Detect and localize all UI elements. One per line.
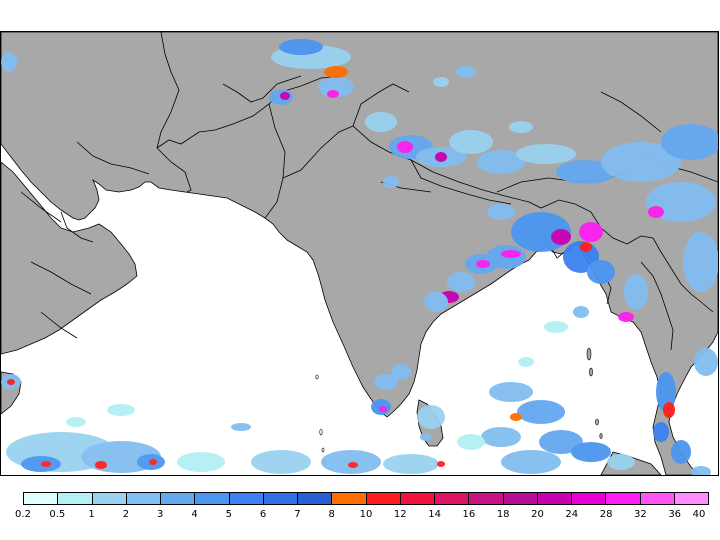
colorbar-tick-label: 10	[359, 509, 373, 520]
colorbar-swatch	[400, 493, 435, 504]
colorbar-tick-label: 28	[599, 509, 613, 520]
colorbar-tick-label: 16	[462, 509, 476, 520]
colorbar-labels: 0.2 0.5 1 2 3 4 5 6 7 8 10 12 14 16 18 20 24 28 32 36 40	[0, 509, 720, 523]
colorbar-tick-label: 0.2	[15, 509, 31, 520]
colorbar-swatch	[58, 493, 93, 504]
colorbar-swatch	[126, 493, 161, 504]
colorbar-swatch	[263, 493, 298, 504]
colorbar-tick-label: 36	[668, 509, 682, 520]
colorbar-swatch	[640, 493, 675, 504]
map-canvas	[1, 32, 718, 475]
colorbar-swatch	[674, 493, 708, 504]
colorbar-swatch	[161, 493, 196, 504]
colorbar-tick-label: 12	[393, 509, 407, 520]
colorbar-tick-label: 5	[225, 509, 232, 520]
colorbar-swatch	[229, 493, 264, 504]
colorbar-tick-label: 24	[565, 509, 579, 520]
colorbar-swatch	[298, 493, 333, 504]
colorbar-tick-label: 40	[692, 509, 706, 520]
colorbar-tick-label: 20	[531, 509, 544, 520]
precipitation-colorbar	[23, 492, 709, 505]
colorbar-tick-label: 3	[157, 509, 164, 520]
colorbar-tick-label: 32	[634, 509, 647, 520]
precipitation-map	[0, 31, 719, 476]
colorbar-tick-label: 4	[191, 509, 198, 520]
colorbar-swatch	[435, 493, 470, 504]
colorbar-swatch	[92, 493, 127, 504]
precipitation-field	[1, 39, 718, 475]
landmass-asia	[1, 32, 718, 475]
colorbar-swatch	[195, 493, 230, 504]
colorbar-tick-label: 1	[88, 509, 95, 520]
colorbar-swatch	[572, 493, 607, 504]
colorbar-swatch	[503, 493, 538, 504]
colorbar-tick-label: 2	[122, 509, 130, 520]
landmass-arabia	[1, 161, 138, 355]
colorbar-swatch	[24, 493, 59, 504]
colorbar-swatch	[332, 493, 367, 504]
andaman-islands	[586, 347, 603, 439]
colorbar-swatch	[469, 493, 504, 504]
colorbar-tick-label: 7	[294, 509, 301, 520]
colorbar-tick-label: 0.5	[49, 509, 66, 520]
colorbar-tick-label: 14	[428, 509, 441, 520]
colorbar-swatch	[537, 493, 572, 504]
colorbar-tick-label: 6	[259, 509, 267, 520]
colorbar-tick-label: 8	[328, 509, 335, 520]
colorbar-swatch	[606, 493, 641, 504]
colorbar-tick-label: 18	[496, 509, 510, 520]
colorbar-swatch	[366, 493, 401, 504]
